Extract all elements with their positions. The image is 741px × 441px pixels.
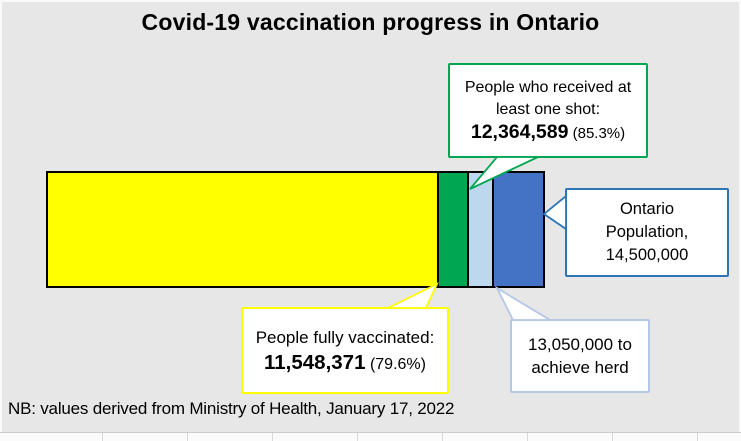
callout-one-shot: People who received at least one shot: 1… bbox=[448, 63, 648, 158]
callout-fully-vaccinated-value-line: 11,548,371 (79.6%) bbox=[264, 350, 426, 377]
stacked-bar bbox=[46, 171, 545, 288]
one-shot-value: 12,364,589 bbox=[470, 120, 569, 143]
source-note: NB: values derived from Ministry of Heal… bbox=[8, 399, 455, 418]
callout-population: Ontario Population, 14,500,000 bbox=[565, 188, 729, 277]
chart-title: Covid-19 vaccination progress in Ontario bbox=[141, 9, 600, 35]
callout-one-shot-line1: People who received at bbox=[464, 78, 632, 96]
bar-segment-3 bbox=[492, 171, 545, 288]
spreadsheet-row-strip bbox=[0, 432, 741, 441]
callout-population-line3: 14,500,000 bbox=[605, 246, 689, 264]
callout-fully-vaccinated: People fully vaccinated: 11,548,371 (79.… bbox=[241, 307, 449, 394]
callout-fully-vaccinated-line1: People fully vaccinated: bbox=[255, 327, 435, 347]
one-shot-percent: (85.3%) bbox=[568, 124, 626, 142]
herd-tail bbox=[494, 285, 554, 321]
callout-herd-threshold: 13,050,000 to achieve herd bbox=[510, 319, 650, 393]
callout-herd-line1: 13,050,000 to bbox=[528, 335, 632, 354]
fully-vaccinated-value: 11,548,371 bbox=[264, 350, 366, 374]
population-tail bbox=[542, 194, 567, 231]
bar-segment-0 bbox=[46, 171, 440, 288]
fully-vaccinated-percent: (79.6%) bbox=[365, 355, 426, 373]
callout-one-shot-value-line: 12,364,589 (85.3%) bbox=[471, 121, 625, 145]
bar-segment-1 bbox=[437, 171, 469, 288]
callout-one-shot-line2: least one shot: bbox=[495, 100, 601, 118]
callout-population-line1: Ontario bbox=[619, 200, 675, 218]
callout-herd-line2: achieve herd bbox=[531, 358, 629, 377]
bar-segment-2 bbox=[466, 171, 495, 288]
callout-population-line2: Population, bbox=[605, 223, 689, 241]
